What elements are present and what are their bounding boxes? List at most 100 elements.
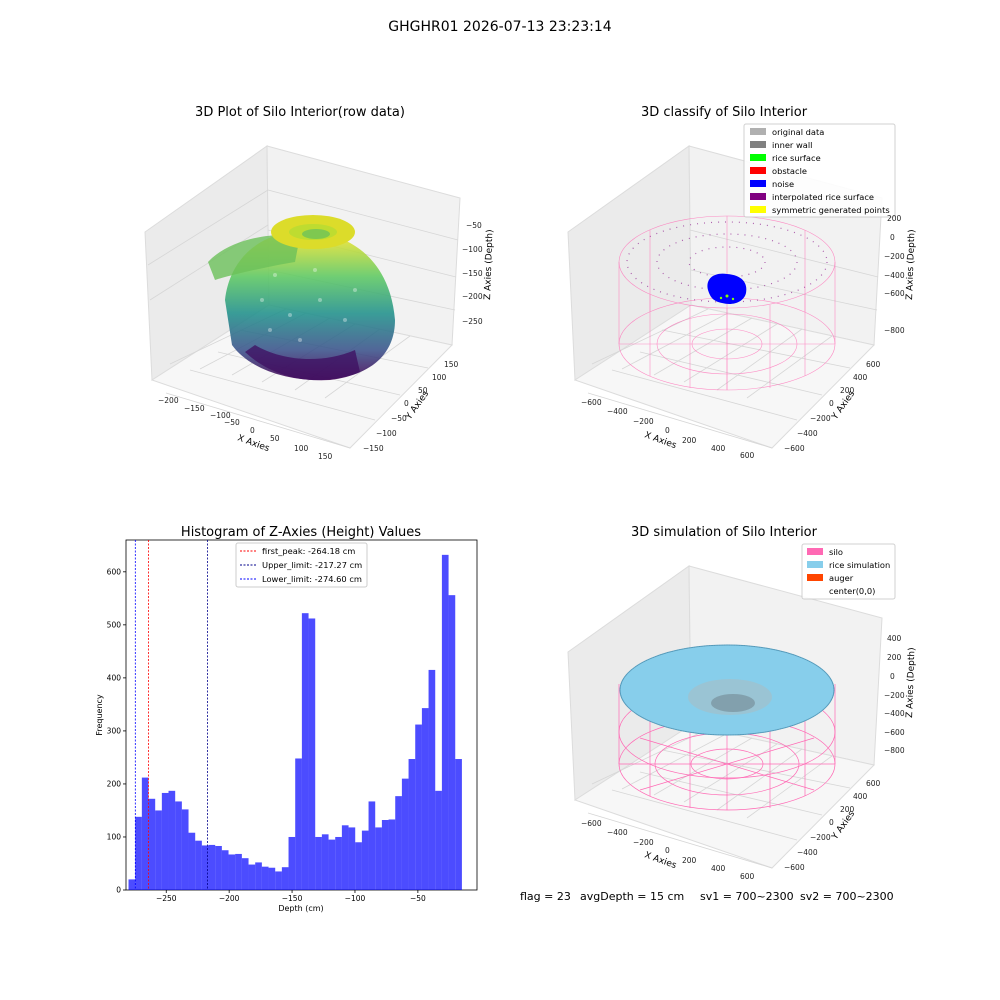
svg-text:200: 200 [840, 805, 855, 814]
classify-y-ticks: −600 −400 −200 0 200 400 600 [784, 360, 881, 453]
histogram-bar [281, 867, 289, 890]
histogram-bar [301, 613, 309, 890]
legend-swatch-original-data [750, 128, 766, 135]
simulation-y-label: Y Axies [830, 809, 858, 842]
histogram-bar [155, 810, 162, 890]
svg-text:600: 600 [740, 451, 755, 460]
svg-text:−200: −200 [810, 414, 831, 423]
svg-text:first_peak: -264.18 cm: first_peak: -264.18 cm [262, 546, 355, 556]
svg-text:rice surface: rice surface [772, 153, 821, 163]
histogram-bar [435, 790, 442, 890]
svg-text:0: 0 [829, 399, 834, 408]
svg-text:200: 200 [840, 386, 855, 395]
histogram-bar [315, 836, 322, 890]
histogram-y-tick-label: 0 [116, 886, 121, 895]
histogram-bar [421, 708, 429, 890]
svg-text:−50: −50 [224, 418, 240, 427]
histogram-bar [395, 796, 402, 890]
raw-panel-title: 3D Plot of Silo Interior(row data) [195, 105, 405, 120]
svg-text:0: 0 [404, 399, 409, 408]
figure-suptitle: GHGHR01 2026-07-13 23:23:14 [388, 19, 612, 35]
legend-swatch-inner-wall [750, 141, 766, 148]
histogram-x-tick-label: −50 [410, 894, 426, 903]
histogram-bar [368, 801, 376, 890]
svg-text:−50: −50 [391, 414, 407, 423]
classify-legend: original data inner wall rice surface ob… [743, 123, 896, 218]
svg-text:−600: −600 [784, 444, 805, 453]
svg-text:−150: −150 [184, 404, 205, 413]
histogram-legend: first_peak: -264.18 cm Upper_limit: -217… [235, 542, 368, 588]
svg-text:400: 400 [853, 792, 868, 801]
svg-text:−250: −250 [462, 317, 483, 326]
svg-text:−50: −50 [466, 221, 482, 230]
histogram-y-tick-label: 300 [107, 726, 122, 735]
svg-text:400: 400 [887, 634, 902, 643]
legend-swatch-silo [807, 548, 823, 555]
svg-text:600: 600 [866, 360, 881, 369]
histogram-x-tick-label: −150 [282, 894, 303, 903]
histogram-bar [168, 790, 176, 890]
svg-text:100: 100 [432, 373, 447, 382]
status-sv2: sv2 = 700~2300 [800, 890, 894, 903]
legend-center-label: center(0,0) [829, 586, 875, 596]
svg-text:−600: −600 [784, 863, 805, 872]
histogram-title: Histogram of Z-Axies (Height) Values [181, 525, 421, 540]
svg-text:−400: −400 [884, 709, 905, 718]
svg-text:−200: −200 [884, 252, 905, 261]
svg-text:−200: −200 [633, 838, 654, 847]
histogram-bar [208, 844, 216, 890]
histogram-bar [235, 853, 242, 890]
svg-text:0: 0 [890, 672, 895, 681]
classify-interpolated-surface [626, 221, 828, 303]
svg-text:interpolated rice surface: interpolated rice surface [772, 192, 874, 202]
svg-text:−800: −800 [884, 746, 905, 755]
histogram-bar [455, 759, 462, 890]
status-sv1: sv1 = 700~2300 [700, 890, 794, 903]
svg-text:150: 150 [318, 452, 333, 461]
svg-text:−200: −200 [158, 396, 179, 405]
histogram-bar [248, 864, 256, 890]
svg-text:150: 150 [444, 360, 459, 369]
histogram-bar [221, 850, 229, 890]
histogram-bar [141, 777, 149, 890]
classify-panel: 3D classify of Silo Interior [567, 105, 917, 460]
simulation-z-ticks: 400 200 0 −200 −400 −600 −800 [884, 634, 905, 755]
raw-z-label: Z Axies (Depth) [483, 229, 495, 300]
svg-text:100: 100 [294, 444, 309, 453]
histogram-y-tick-label: 500 [107, 620, 122, 629]
svg-text:200: 200 [682, 856, 697, 865]
svg-text:−100: −100 [462, 245, 483, 254]
histogram-bar [175, 801, 182, 890]
svg-text:600: 600 [866, 779, 881, 788]
svg-text:−200: −200 [810, 833, 831, 842]
histogram-y-label: Frequency [95, 694, 104, 736]
histogram-bar [261, 866, 269, 890]
svg-text:50: 50 [270, 434, 280, 443]
legend-swatch-auger [807, 574, 823, 581]
histogram-bar [181, 809, 189, 890]
svg-text:Lower_limit: -274.60 cm: Lower_limit: -274.60 cm [262, 574, 362, 584]
histogram-bars [128, 554, 462, 890]
svg-text:−600: −600 [581, 398, 602, 407]
simulation-x-ticks: −600 −400 −200 0 200 400 600 [581, 819, 755, 881]
histogram-x-tick-label: −100 [345, 894, 366, 903]
histogram-vlines [134, 540, 208, 890]
legend-swatch-noise [750, 180, 766, 187]
svg-text:original data: original data [772, 127, 824, 137]
histogram-bar [255, 862, 262, 890]
svg-text:rice simulation: rice simulation [829, 560, 890, 570]
svg-text:200: 200 [887, 653, 902, 662]
simulation-y-ticks: −600 −400 −200 0 200 400 600 [784, 779, 881, 872]
histogram-bar [388, 819, 396, 890]
classify-x-label: X Axies [643, 430, 678, 451]
simulation-legend: silo rice simulation auger center(0,0) [801, 543, 896, 600]
svg-text:obstacle: obstacle [772, 166, 807, 176]
svg-text:0: 0 [829, 818, 834, 827]
histogram-bar [381, 820, 389, 890]
classify-grid [587, 229, 879, 449]
svg-text:600: 600 [740, 872, 755, 881]
svg-text:−400: −400 [607, 828, 628, 837]
legend-swatch-interpolated [750, 193, 766, 200]
svg-text:0: 0 [890, 233, 895, 242]
histogram-bar [408, 759, 416, 890]
